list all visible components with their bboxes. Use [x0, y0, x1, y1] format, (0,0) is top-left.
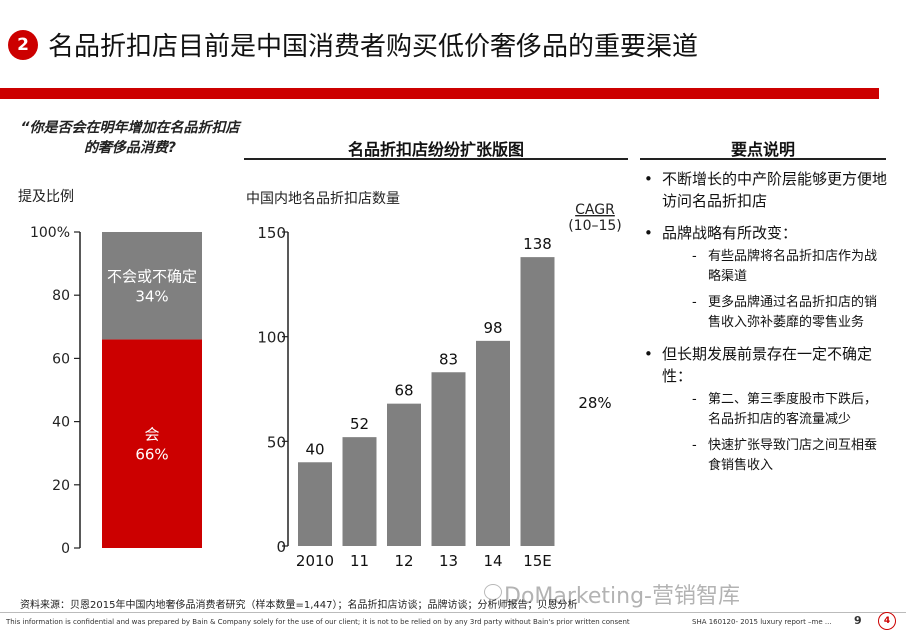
key-point-subitem: - 更多品牌通过名品折扣店的销售收入弥补萎靡的零售业务: [662, 293, 888, 333]
y-tick-label: 60: [52, 351, 70, 367]
y-tick-label: 0: [276, 538, 286, 556]
bar-value-label: 40: [305, 440, 324, 458]
x-category-label: 14: [483, 552, 502, 570]
y-tick-label: 50: [267, 433, 286, 451]
key-point-subtext: 更多品牌通过名品折扣店的销售收入弥补萎靡的零售业务: [708, 295, 878, 330]
bar: [298, 462, 332, 546]
key-point-subitem: - 第二、第三季度股市下跌后，名品折扣店的客流量减少: [662, 390, 888, 430]
key-point-subitem: - 有些品牌将名品折扣店作为战略渠道: [662, 247, 888, 287]
x-category-label: 2010: [296, 552, 334, 570]
y-tick-label: 20: [52, 478, 70, 494]
bar-value-label: 68: [394, 382, 413, 400]
bar: [342, 437, 377, 546]
section-number-badge: 2: [8, 30, 38, 60]
document-code: SHA 160120- 2015 luxury report –me ...: [692, 618, 832, 626]
dash-icon: -: [692, 392, 697, 407]
bar: [431, 372, 466, 546]
dash-icon: -: [692, 438, 697, 453]
bar-value-label: 52: [350, 415, 369, 433]
key-point-subtext: 有些品牌将名品折扣店作为战略渠道: [708, 249, 878, 284]
footer-divider: [0, 612, 906, 613]
key-point-text: 但长期发展前景存在一定不确定性：: [662, 345, 873, 385]
bar-segment: [102, 339, 202, 548]
x-category-label: 15E: [523, 552, 552, 570]
page-number: 9: [854, 614, 862, 627]
confidentiality-disclaimer: This information is confidential and was…: [6, 618, 630, 626]
cagr-label: CAGR: [575, 202, 615, 218]
page-title: 名品折扣店目前是中国消费者购买低价奢侈品的重要渠道: [48, 32, 699, 62]
x-category-label: 12: [394, 552, 413, 570]
mention-ratio-label: 提及比例: [18, 189, 74, 205]
wechat-icon: [484, 584, 502, 600]
key-point-subtext: 快速扩张导致门店之间互相蚕食销售收入: [708, 438, 878, 473]
y-tick-label: 100: [257, 329, 286, 347]
survey-stacked-bar-chart: 0 20 40 60 80 100% 会 66% 不会或不确定 34%: [30, 225, 202, 557]
y-tick-label: 40: [52, 415, 70, 431]
bar-segment: [102, 232, 202, 340]
y-tick-label: 100%: [30, 225, 70, 241]
bar: [520, 257, 555, 546]
key-point-subtext: 第二、第三季度股市下跌后，名品折扣店的客流量减少: [708, 392, 878, 427]
key-points-rule: [640, 158, 886, 160]
header-red-band-tip: [870, 88, 879, 99]
segment-value-label: 66%: [135, 446, 168, 464]
bullet-dot-icon: •: [644, 170, 653, 188]
source-note: 资料来源：贝恩2015年中国内地奢侈品消费者研究（样本数量=1,447）；名品折…: [20, 600, 578, 611]
bullet-dot-icon: •: [644, 224, 653, 242]
x-category-label: 13: [439, 552, 458, 570]
store-expansion-rule: [244, 158, 628, 160]
key-points-list: • 不断增长的中产阶层能够更方便地访问名品折扣店 • 品牌战略有所改变： - 有些品牌将名…: [638, 168, 888, 486]
bar: [387, 403, 421, 546]
chart-subtitle: 中国内地名品折扣店数量: [246, 191, 400, 207]
cagr-period: (10–15): [568, 218, 622, 234]
survey-question: “你是否会在明年增加在名品折扣店的奢侈品消费?: [20, 120, 240, 156]
dash-icon: -: [692, 295, 697, 310]
y-tick-label: 150: [257, 224, 286, 242]
y-tick-label: 80: [52, 288, 70, 304]
key-point-subitem: - 快速扩张导致门店之间互相蚕食销售收入: [662, 436, 888, 476]
segment-name-label: 会: [144, 426, 159, 444]
key-point-item: • 品牌战略有所改变： - 有些品牌将名品折扣店作为战略渠道 - 更多品牌通过名品折扣店的…: [638, 222, 888, 333]
bar-value-label: 138: [523, 235, 552, 253]
bar-value-label: 98: [483, 319, 502, 337]
watermark: DoMarketing-营销智库: [504, 584, 740, 609]
store-count-bar-chart: 0 50 100 150 40 2010 52 11 68 12 83 13 98 14 138 15E CAG…: [257, 202, 622, 570]
bar: [476, 340, 510, 546]
bain-logo-icon: 4: [878, 612, 896, 630]
segment-value-label: 34%: [135, 288, 168, 306]
store-expansion-title: 名品折扣店纷纷扩张版图: [347, 140, 524, 159]
bullet-dot-icon: •: [644, 345, 653, 363]
cagr-value: 28%: [578, 394, 611, 412]
key-points-title: 要点说明: [730, 140, 795, 159]
key-point-text: 品牌战略有所改变：: [662, 224, 798, 242]
bar-value-label: 83: [439, 350, 458, 368]
key-point-item: • 不断增长的中产阶层能够更方便地访问名品折扣店: [638, 168, 888, 212]
dash-icon: -: [692, 249, 697, 264]
x-category-label: 11: [350, 552, 369, 570]
segment-name-label: 不会或不确定: [107, 268, 197, 286]
key-point-item: • 但长期发展前景存在一定不确定性： - 第二、第三季度股市下跌后，名品折扣店的客流量…: [638, 343, 888, 476]
header-red-band: [0, 88, 879, 99]
key-point-text: 不断增长的中产阶层能够更方便地访问名品折扣店: [662, 170, 888, 210]
y-tick-label: 0: [61, 541, 70, 557]
